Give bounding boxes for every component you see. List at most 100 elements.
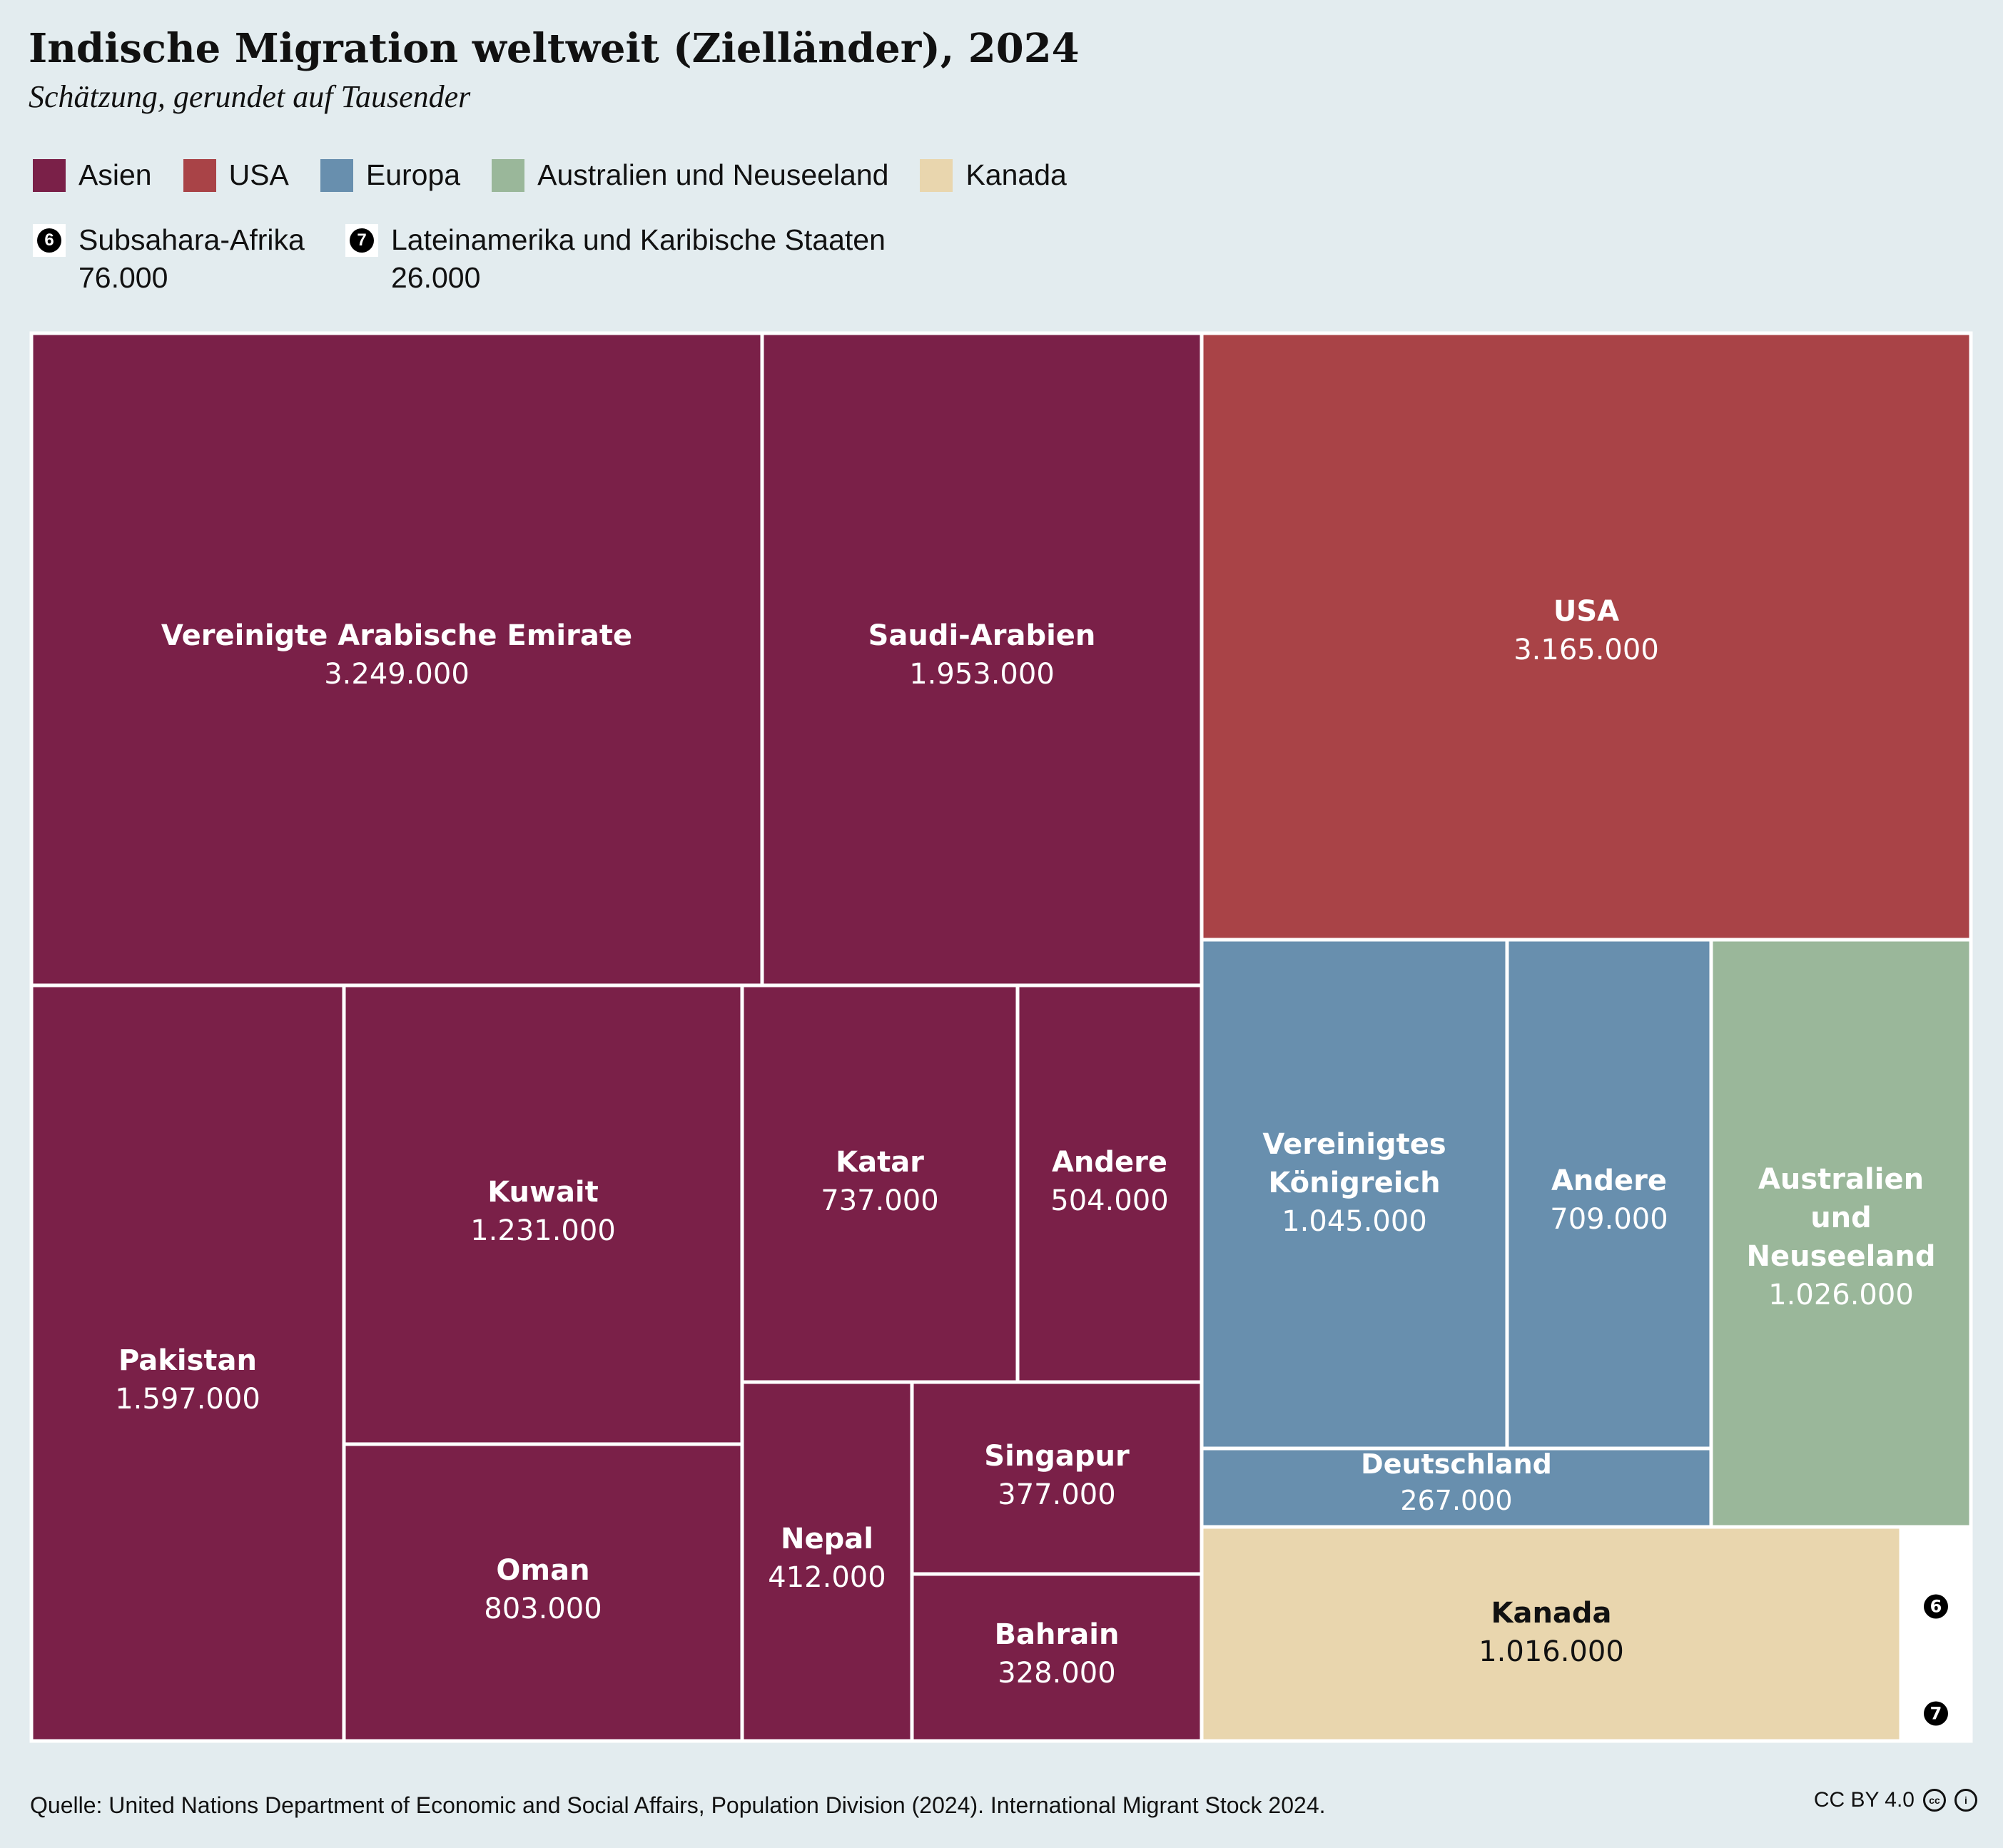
- treemap-tile-label: Katar: [836, 1146, 924, 1179]
- treemap-tile-value: 3.249.000: [324, 658, 470, 691]
- treemap-tile-value: 803.000: [484, 1593, 602, 1625]
- legend-swatch-asien: [33, 158, 66, 192]
- treemap-tile-rect: [1200, 1525, 1903, 1743]
- marker-6-icon: 6: [33, 223, 66, 257]
- cc-icon: cc: [1923, 1789, 1946, 1812]
- treemap-tile-value: 1.045.000: [1282, 1205, 1427, 1238]
- marker-6-icon: [1924, 1594, 1948, 1619]
- treemap-tile: Vereinigtes Königreich 1.045.000: [1200, 938, 1509, 1451]
- license-text: CC BY 4.0: [1813, 1788, 1915, 1812]
- treemap-tile-label: Andere: [1052, 1146, 1167, 1179]
- treemap-tile-rect: [1200, 1446, 1713, 1529]
- treemap-tile: Pakistan 1.597.000: [29, 983, 346, 1743]
- treemap-tile-label: 7: [1930, 1704, 1942, 1724]
- treemap-tile: Kanada 1.016.000: [1200, 1525, 1903, 1743]
- treemap-tile: USA 3.165.000: [1200, 331, 1973, 942]
- treemap-tile: Australien und Neuseeland 1.026.000: [1709, 938, 1973, 1529]
- treemap-tile-label: Kanada: [1491, 1597, 1611, 1630]
- treemap-tile-rect: [1709, 938, 1973, 1529]
- treemap-tile-label: USA: [1553, 595, 1619, 628]
- legend: Asien USA Europa Australien und Neuseela…: [33, 158, 1098, 192]
- treemap-tile-label: 6: [1930, 1597, 1942, 1617]
- legend-item-kanada: Kanada: [920, 158, 1067, 192]
- treemap-tile-rect: [29, 983, 346, 1743]
- treemap-tile: Oman 803.000: [342, 1442, 744, 1743]
- treemap-tile-value: 709.000: [1550, 1203, 1668, 1236]
- treemap-tile-value: 1.026.000: [1768, 1279, 1914, 1311]
- treemap-tile-label: Vereinigte Arabische Emirate: [161, 619, 632, 652]
- treemap-tile-value: 1.953.000: [909, 658, 1055, 691]
- small-legend-label: Subsahara-Afrika: [78, 223, 305, 256]
- treemap-tile-label: Australien und Neuseeland: [1747, 1163, 1936, 1273]
- treemap-tile-rect: [740, 1380, 914, 1743]
- treemap-tile-rect: [1200, 938, 1509, 1451]
- legend-label: USA: [228, 158, 289, 191]
- treemap-tile-label: Singapur: [984, 1440, 1130, 1473]
- legend-label: Kanada: [965, 158, 1067, 191]
- chart-subtitle: Schätzung, gerundet auf Tausender: [29, 79, 471, 114]
- small-legend-label: Lateinamerika und Karibische Staaten: [391, 223, 886, 256]
- legend-item-europa: Europa: [320, 158, 460, 192]
- treemap-tile: Deutschland 267.000: [1200, 1446, 1713, 1529]
- small-legend-value: 26.000: [391, 261, 481, 295]
- treemap-tile-label: Oman: [496, 1554, 589, 1587]
- treemap-tile: Nepal 412.000: [740, 1380, 914, 1743]
- source-note: Quelle: United Nations Department of Eco…: [30, 1792, 1326, 1818]
- marker-7-icon: 7: [345, 223, 378, 257]
- by-icon: i: [1954, 1789, 1977, 1812]
- treemap-tile-label: Deutschland: [1361, 1448, 1552, 1480]
- treemap-tile-label: Kuwait: [487, 1176, 599, 1209]
- treemap-tile-rect: [1200, 331, 1973, 942]
- treemap-tile-value: 504.000: [1050, 1184, 1168, 1217]
- small-legend-value: 76.000: [78, 261, 168, 295]
- legend-label: Asien: [78, 158, 152, 191]
- legend-swatch-kanada: [920, 158, 953, 192]
- treemap-tile-rect: [1015, 983, 1204, 1384]
- treemap-tile-label: Bahrain: [995, 1618, 1120, 1651]
- treemap-tile: Singapur 377.000: [910, 1380, 1204, 1576]
- license: CC BY 4.0 cc i: [1814, 1788, 1977, 1812]
- treemap-tile-label: Andere: [1551, 1164, 1667, 1197]
- treemap-tile-value: 1.231.000: [470, 1214, 616, 1247]
- treemap-tile: Kuwait 1.231.000: [342, 983, 744, 1446]
- treemap-tile-rect: [29, 331, 764, 988]
- small-legend-subsahara: 6 Subsahara-Afrika 76.000: [33, 221, 305, 298]
- treemap-tile-label: Vereinigtes Königreich: [1262, 1128, 1446, 1199]
- chart-title: Indische Migration weltweit (Zielländer)…: [29, 25, 1080, 72]
- treemap-tile-value: 267.000: [1400, 1485, 1512, 1516]
- treemap-tile-value: 328.000: [998, 1657, 1115, 1690]
- treemap-tile-value: 737.000: [821, 1184, 938, 1217]
- treemap-tile: Katar 737.000: [740, 983, 1020, 1384]
- treemap-tile-rect: [342, 1442, 744, 1743]
- legend-swatch-australien: [492, 158, 525, 192]
- treemap-tile-rect: [342, 983, 744, 1446]
- small-legend-lateinamerika: 7 Lateinamerika und Karibische Staaten 2…: [345, 221, 886, 298]
- treemap-tile: Andere 504.000: [1015, 983, 1204, 1384]
- treemap-tile-label: Saudi-Arabien: [868, 619, 1096, 652]
- legend-label: Europa: [365, 158, 461, 191]
- treemap-tile: Bahrain 328.000: [910, 1572, 1204, 1743]
- treemap-tile-label: Pakistan: [118, 1344, 257, 1377]
- treemap-tile: Andere 709.000: [1505, 938, 1713, 1451]
- treemap-tile: 7: [1899, 1684, 1973, 1743]
- treemap-tile-rect: [910, 1572, 1204, 1743]
- treemap-tile-label: Nepal: [781, 1523, 873, 1555]
- treemap-tile-rect: [1505, 938, 1713, 1451]
- treemap-tile-value: 1.016.000: [1479, 1635, 1624, 1668]
- legend-item-asien: Asien: [33, 158, 152, 192]
- treemap-tile-rect: [910, 1380, 1204, 1576]
- treemap-tile-rect: [740, 983, 1020, 1384]
- marker-7-icon: [1924, 1701, 1948, 1726]
- legend-swatch-usa: [183, 158, 216, 192]
- treemap-tile-rect: [760, 331, 1204, 988]
- legend-label: Australien und Neuseeland: [537, 158, 889, 191]
- treemap-tile-value: 412.000: [768, 1561, 886, 1594]
- treemap-tile-value: 3.165.000: [1513, 634, 1659, 666]
- treemap-tile: Saudi-Arabien 1.953.000: [760, 331, 1204, 988]
- legend-swatch-europa: [320, 158, 353, 192]
- treemap-tile-value: 1.597.000: [115, 1383, 260, 1416]
- legend-item-usa: USA: [183, 158, 289, 192]
- treemap-tile-value: 377.000: [998, 1478, 1115, 1511]
- treemap-tile: Vereinigte Arabische Emirate 3.249.000: [29, 331, 764, 988]
